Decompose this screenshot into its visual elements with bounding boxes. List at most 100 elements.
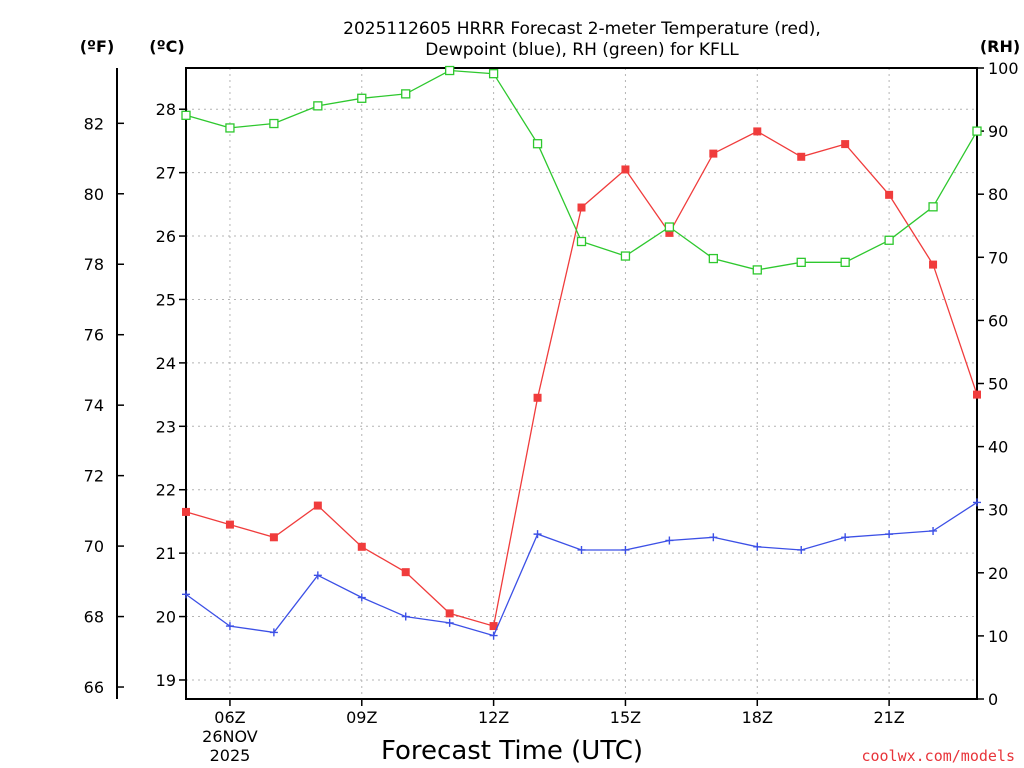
rh-point (532, 139, 543, 149)
dewpoint-point (577, 545, 586, 554)
rh-point (928, 202, 938, 212)
x-tick-year-label: 2025 (210, 746, 251, 765)
dewpoint-point (357, 593, 366, 602)
celsius-tick-label: 24 (156, 354, 176, 373)
rh-point (664, 222, 675, 232)
rh-point (620, 251, 631, 261)
fahrenheit-tick-label: 74 (84, 396, 104, 415)
rh-tick-label: 20 (988, 564, 1008, 583)
dewpoint-point (401, 612, 410, 621)
rh-tick-label: 70 (988, 248, 1008, 267)
temperature-point (665, 228, 674, 237)
temperature-point (929, 260, 938, 269)
series (181, 65, 982, 640)
rh-tick-label: 50 (988, 375, 1008, 394)
temperature-point (841, 140, 850, 149)
x-tick-date-label: 26NOV (202, 727, 258, 746)
rh-point (752, 265, 762, 275)
temperature-point (621, 165, 630, 174)
temperature-point (973, 390, 981, 399)
rh-point (269, 118, 279, 129)
dewpoint-point (665, 536, 674, 545)
fahrenheit-tick-label: 82 (84, 114, 104, 133)
rh-tick-label: 0 (988, 690, 998, 709)
rh-point (401, 89, 411, 99)
rh-tick-label: 90 (988, 122, 1008, 141)
rh-unit-label: (RH) (980, 37, 1020, 56)
x-tick-label: 06Z (214, 708, 245, 727)
chart-title-line2: Dewpoint (blue), RH (green) for KFLL (425, 40, 739, 60)
rh-point (884, 235, 894, 245)
temperature-point (489, 622, 498, 631)
celsius-tick-label: 28 (156, 100, 176, 119)
chart-title-line1: 2025112605 HRRR Forecast 2-meter Tempera… (343, 19, 821, 39)
x-tick-label: 18Z (742, 708, 773, 727)
celsius-tick-label: 22 (156, 481, 176, 500)
temperature-point (269, 533, 278, 542)
dewpoint-point (885, 530, 894, 539)
dewpoint-point (182, 590, 190, 599)
dewpoint-point (929, 526, 938, 535)
x-tick-label: 15Z (610, 708, 641, 727)
temperature-point (709, 149, 718, 158)
rh-point (796, 257, 806, 267)
temperature-point (577, 203, 586, 212)
dewpoint-point (533, 530, 542, 539)
rh-point (313, 101, 323, 111)
rh-point (708, 253, 718, 264)
rh-point (576, 236, 587, 247)
rh-tick-label: 40 (988, 438, 1008, 457)
rh-tick-label: 10 (988, 627, 1008, 646)
dewpoint-point (709, 533, 718, 542)
temperature-point (401, 568, 410, 577)
temperature-point (182, 507, 190, 516)
temperature-point (445, 609, 454, 618)
dewpoint-point (313, 571, 322, 580)
temperature-point (225, 520, 234, 529)
dewpoint-series-line (185, 501, 978, 637)
fahrenheit-tick-label: 80 (84, 185, 104, 204)
dewpoint-point (841, 533, 850, 542)
fahrenheit-tick-label: 66 (84, 678, 104, 697)
dewpoint-point (225, 622, 234, 631)
rh-tick-label: 100 (988, 59, 1019, 78)
dewpoint-point (973, 498, 981, 507)
rh-tick-label: 80 (988, 185, 1008, 204)
rh-point (225, 123, 235, 133)
fahrenheit-tick-label: 68 (84, 608, 104, 627)
dewpoint-point (753, 542, 762, 551)
x-tick-label: 12Z (478, 708, 509, 727)
celsius-unit-label: (ºC) (149, 37, 184, 56)
temperature-point (885, 190, 894, 199)
x-tick-label: 09Z (346, 708, 377, 727)
celsius-tick-label: 25 (156, 290, 176, 309)
temperature-point (753, 127, 762, 136)
fahrenheit-unit-label: (ºF) (80, 37, 115, 56)
fahrenheit-tick-label: 76 (84, 326, 104, 345)
dewpoint-point (269, 628, 278, 637)
celsius-tick-label: 26 (156, 227, 176, 246)
celsius-tick-label: 23 (156, 417, 176, 436)
fahrenheit-tick-label: 70 (84, 537, 104, 556)
rh-point (972, 126, 982, 136)
rh-point (181, 110, 191, 120)
dewpoint-point (797, 545, 806, 554)
x-axis-title: Forecast Time (UTC) (381, 736, 643, 766)
celsius-tick-label: 21 (156, 544, 176, 563)
temperature-point (797, 152, 806, 161)
rh-point (840, 257, 850, 267)
celsius-tick-label: 20 (156, 608, 176, 627)
dewpoint-point (445, 618, 454, 627)
temperature-point (357, 542, 366, 551)
plot-frame (185, 67, 978, 700)
dewpoint-point (489, 631, 498, 640)
temperature-point (313, 501, 322, 510)
fahrenheit-tick-label: 72 (84, 467, 104, 486)
rh-tick-label: 30 (988, 501, 1008, 520)
x-tick-label: 21Z (873, 708, 904, 727)
celsius-tick-label: 19 (156, 671, 176, 690)
axes: 66 68 70 72 74 76 78 80 82 19 20 21 22 23 24 25 26 27 28 0 1… (84, 59, 1019, 765)
grid (186, 68, 977, 699)
celsius-tick-label: 27 (156, 164, 176, 183)
credit-link[interactable]: coolwx.com/models (861, 747, 1015, 765)
